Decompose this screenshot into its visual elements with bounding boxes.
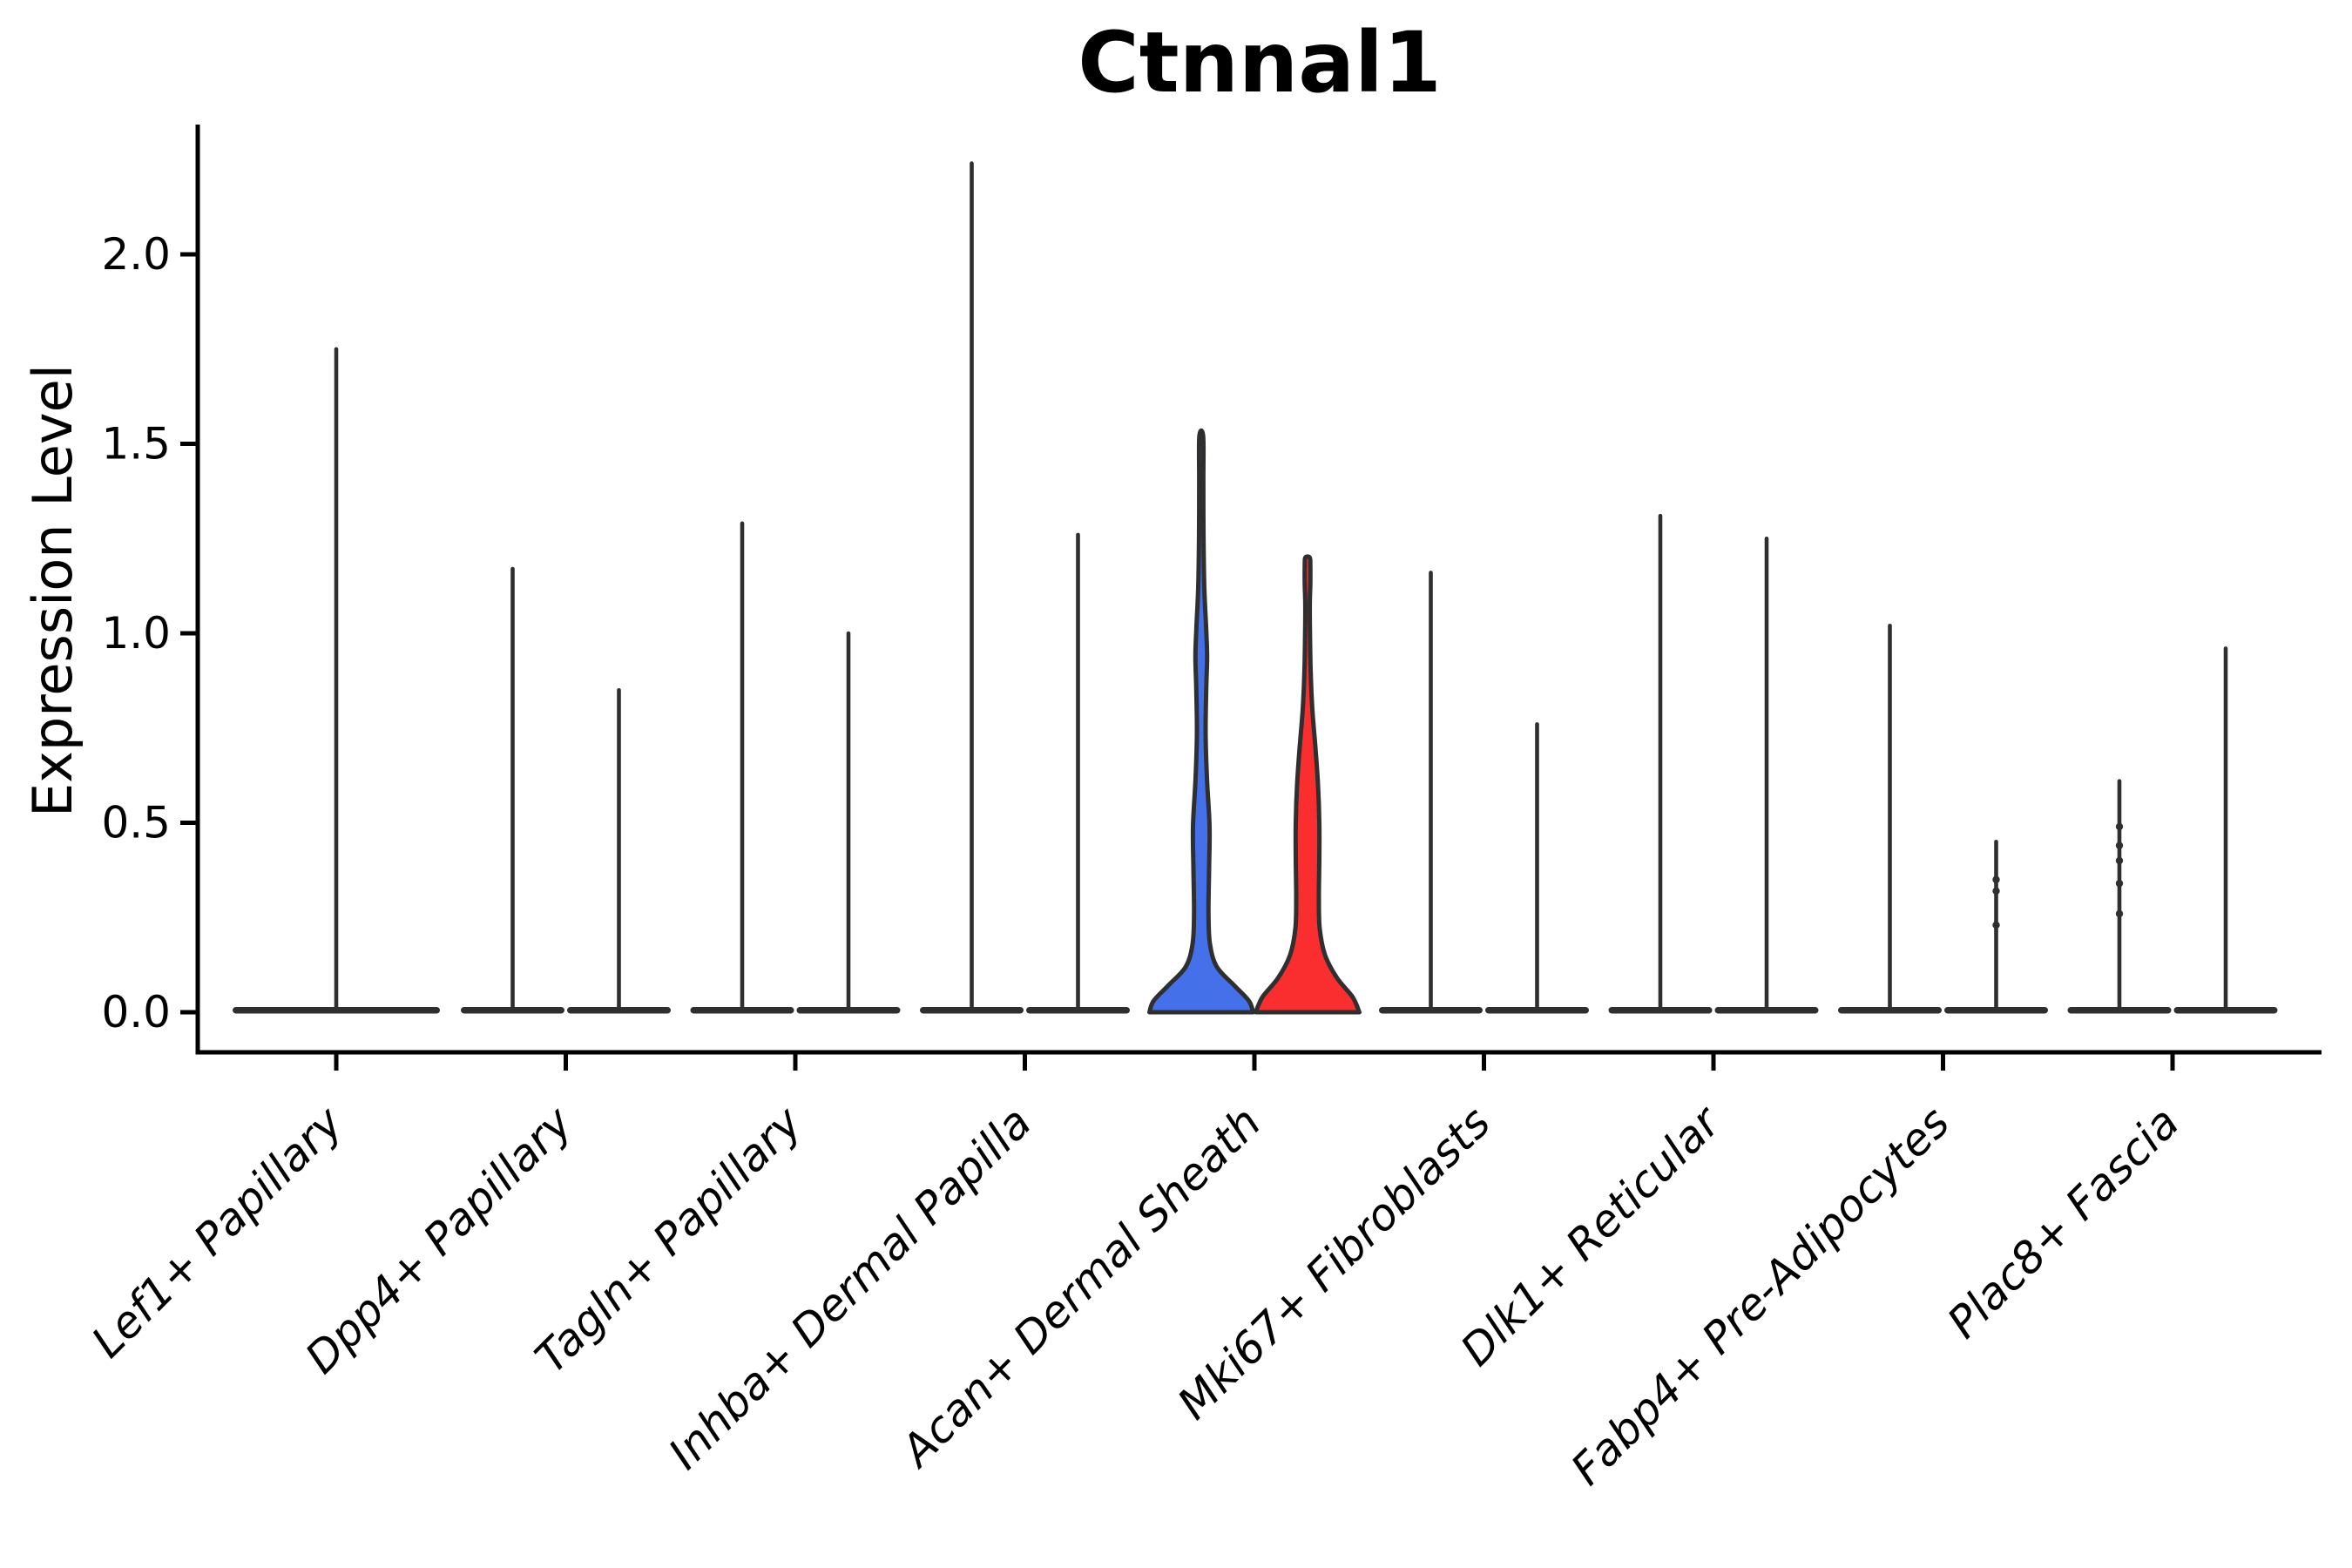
x-tick-label: Plac8+ Fascia bbox=[1938, 1097, 2189, 1348]
y-tick-label: 1.0 bbox=[101, 608, 171, 659]
y-tick-label: 2.0 bbox=[101, 229, 171, 280]
spike-knot bbox=[2115, 879, 2124, 888]
spike-knot bbox=[2115, 822, 2124, 831]
y-tick-label: 0.0 bbox=[101, 987, 171, 1037]
x-tick-label: Fabp4+ Pre-Adipocytes bbox=[1561, 1097, 1959, 1495]
violin-body bbox=[1254, 554, 1362, 1015]
x-tick-label: Lef1+ Papillary bbox=[82, 1096, 353, 1367]
spike-knot bbox=[1992, 921, 2000, 929]
spike-knot bbox=[2115, 909, 2124, 918]
spike-knot bbox=[1992, 875, 2000, 883]
violin-body bbox=[1147, 428, 1255, 1015]
spike-knot bbox=[2115, 841, 2124, 849]
spike-knot bbox=[2115, 856, 2124, 865]
y-tick-label: 1.5 bbox=[101, 419, 171, 470]
x-tick-label: Inhba+ Dermal Papilla bbox=[659, 1097, 1041, 1478]
y-tick-label: 0.5 bbox=[101, 798, 171, 848]
y-axis-label: Expression Level bbox=[21, 364, 84, 817]
plot-title: Ctnnal1 bbox=[1078, 14, 1442, 112]
spike-knot bbox=[1992, 887, 2000, 895]
